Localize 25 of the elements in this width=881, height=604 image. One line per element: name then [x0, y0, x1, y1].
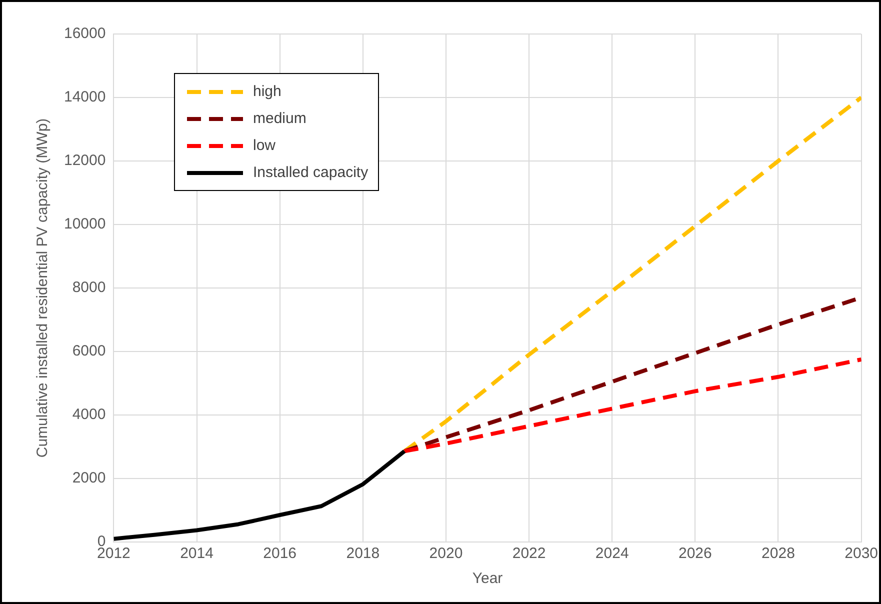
y-tick-label: 14000 [64, 88, 106, 106]
x-tick-label: 2024 [595, 545, 629, 562]
x-tick-label: 2020 [429, 545, 463, 562]
x-tick-label: 2028 [762, 545, 795, 562]
x-tick-label: 2016 [263, 545, 297, 562]
x-tick-label: 2030 [844, 545, 878, 562]
legend-label: Installed capacity [253, 164, 368, 181]
line-series [402, 96, 862, 454]
legend-label: high [253, 83, 282, 100]
y-tick-label: 6000 [72, 342, 106, 360]
y-tick-label: 10000 [64, 216, 106, 233]
y-tick-label: 12000 [64, 152, 106, 170]
x-tick-label: 2018 [346, 545, 380, 562]
line-series [402, 357, 862, 454]
x-axis-title: Year [472, 570, 503, 588]
y-tick-label: 8000 [72, 279, 106, 296]
y-axis-title: Cumulative installed residential PV capacity (MWp) [34, 118, 52, 458]
x-tick-label: 2022 [512, 545, 546, 562]
x-tick-label: 2026 [678, 545, 712, 562]
y-tick-label: 2000 [72, 470, 106, 487]
legend-label: low [253, 137, 276, 154]
legend-label: medium [253, 110, 306, 127]
y-tick-label: 4000 [72, 406, 106, 424]
x-tick-label: 2014 [180, 545, 214, 562]
y-tick-label: 16000 [64, 25, 106, 42]
